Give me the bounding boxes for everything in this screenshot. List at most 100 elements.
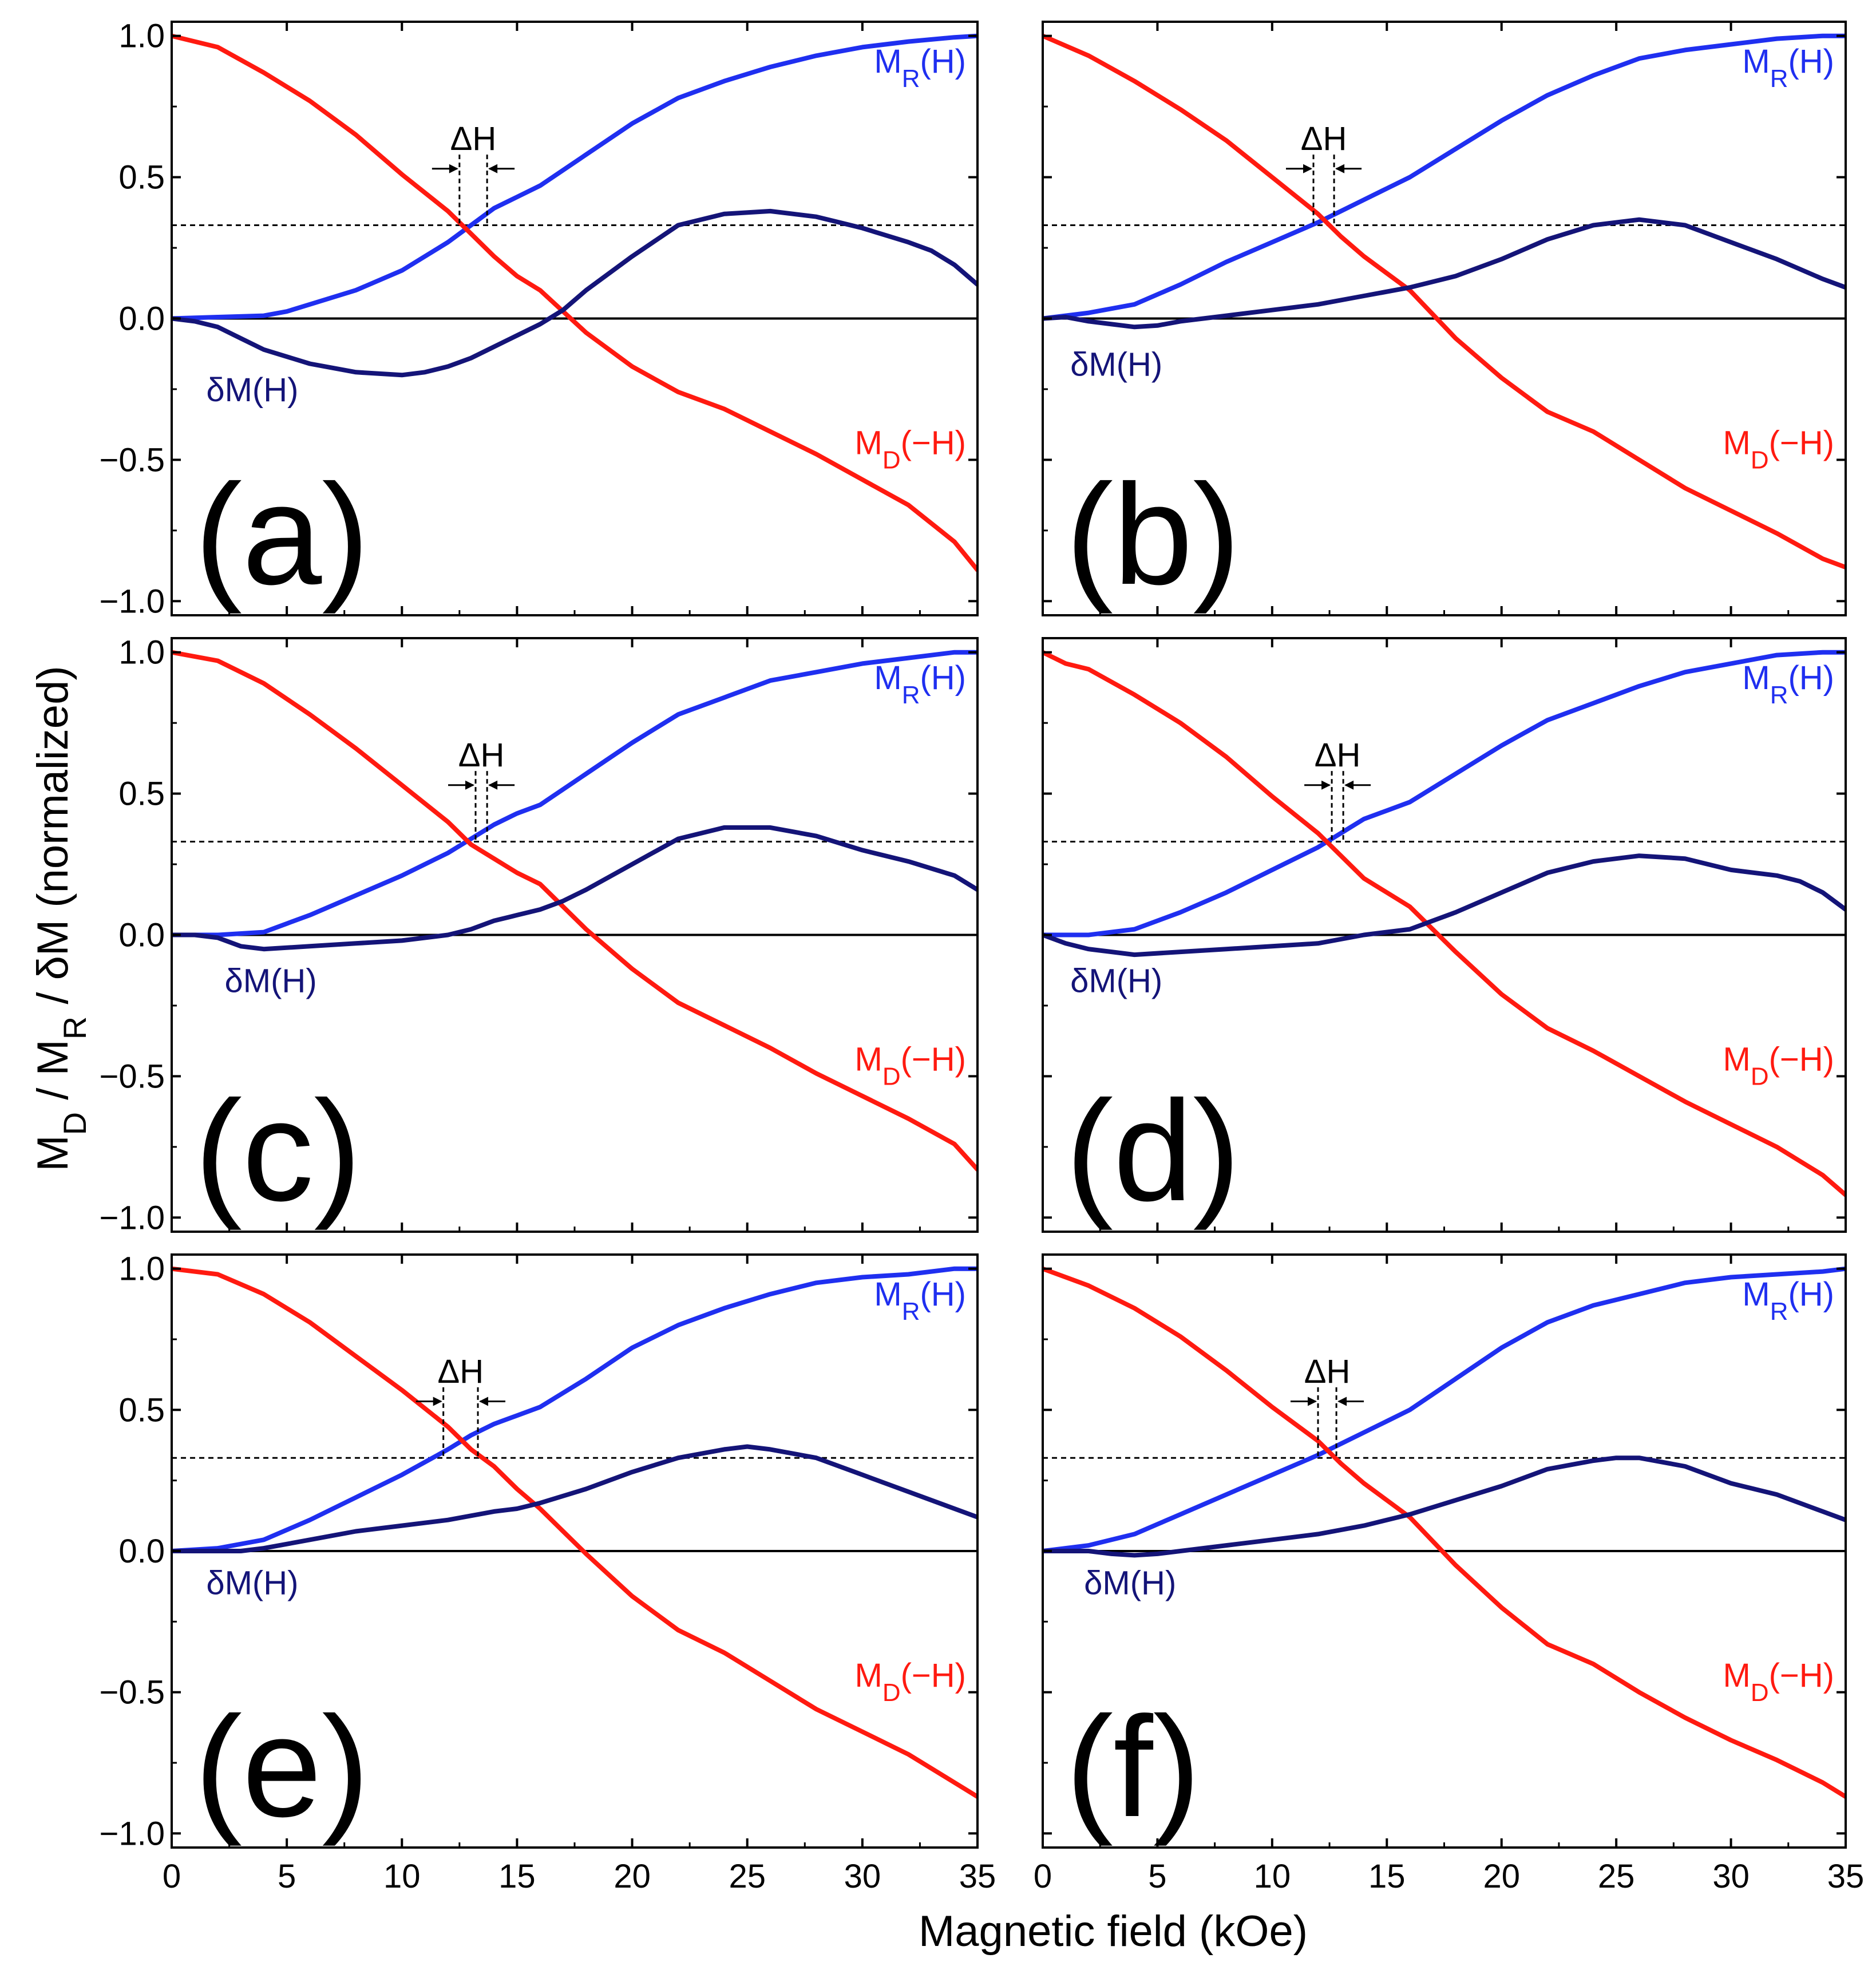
mr-curve-label: MR(H) [874,43,966,93]
series-line [172,33,977,321]
delta-h-arrowhead-left [1321,780,1331,790]
y-tick-label: 0.5 [118,776,165,813]
y-tick-label: −0.5 [100,1674,165,1711]
mr-curve-label: MR(H) [874,659,966,709]
y-tick-label: −0.5 [100,441,165,478]
delta-h-arrowhead-right [1335,164,1345,173]
x-tick-label: 15 [498,1858,536,1895]
x-tick-label: 20 [614,1858,651,1895]
delta-h-arrowhead-left [1308,1397,1317,1406]
delta-h-arrowhead-right [488,164,498,173]
y-tick-label: 0.5 [118,1391,165,1429]
x-tick-label: 35 [1827,1858,1865,1895]
mr-curve-label: MR(H) [874,1276,966,1326]
y-axis-title: MD / MR / δM (normalized) [29,666,93,1171]
x-tick-label: 30 [1712,1858,1750,1895]
series-line [1043,853,1846,958]
y-tick-label: 0.0 [118,917,165,954]
chart-panel: ΔH (d) MR(H) MD(−H) δM(H) [1042,637,1847,1233]
y-tick-label: −1.0 [100,1815,165,1852]
panel-label: (d) [1066,1071,1241,1231]
delta-h-label: ΔH [1315,737,1361,774]
delta-h-arrowhead-left [1303,164,1313,173]
series-line [172,1266,977,1553]
x-tick-label: 35 [959,1858,996,1895]
y-tick-label: 0.5 [118,159,165,196]
mr-curve-label: MR(H) [1742,659,1834,709]
y-tick-label: 1.0 [118,1251,165,1288]
series-line [172,1266,977,1799]
series-line [1043,1266,1846,1553]
x-tick-label: 10 [383,1858,421,1895]
y-tick-label: −1.0 [100,1199,165,1236]
panels: ΔH1.00.50.0−0.5−1.0 (a)MR(H)MD(−H)δM(H)ΔH… [100,18,1865,1895]
series-line [1043,1266,1846,1799]
x-tick-label: 25 [1598,1858,1635,1895]
dm-curve-label: δM(H) [206,371,298,409]
series-line [172,33,977,572]
x-tick-label: 15 [1368,1858,1406,1895]
x-tick-label: 5 [1148,1858,1166,1895]
delta-h-label: ΔH [1304,1353,1351,1390]
x-tick-label: 20 [1483,1858,1520,1895]
mr-curve-label: MR(H) [1742,1276,1834,1326]
y-tick-label: 0.0 [118,300,165,338]
delta-h-label: ΔH [438,1353,484,1390]
series-line [172,1444,977,1553]
md-curve-label: MD(−H) [1723,1041,1835,1091]
series-line [172,208,977,378]
chart-panel: ΔH (b) MR(H) MD(−H) δM(H) [1042,21,1847,616]
dm-curve-label: δM(H) [225,963,317,1000]
x-tick-label: 0 [1034,1858,1052,1895]
chart-panel: ΔH 0 5 10 15 20 25 30 35 (f) MR(H) MD(−H) δM(H) [1034,1253,1865,1895]
y-tick-label: 1.0 [118,18,165,55]
panel-label: (e) [195,1687,370,1846]
y-tick-label: 1.0 [118,634,165,671]
delta-h-arrowhead-left [465,780,475,790]
md-curve-label: MD(−H) [855,1657,967,1707]
dm-curve-label: δM(H) [1070,346,1162,383]
y-tick-label: −0.5 [100,1058,165,1095]
series-line [1043,650,1846,937]
delta-h-label: ΔH [458,737,505,774]
x-tick-label: 5 [278,1858,296,1895]
series-line [1043,1455,1846,1558]
y-tick-label: −1.0 [100,583,165,620]
delta-h-arrowhead-right [488,780,498,790]
panel-label: (b) [1066,454,1241,614]
delta-h-arrowhead-right [1344,780,1354,790]
series-line [1043,33,1846,570]
series-line [1043,650,1846,1197]
chart-panel: ΔH 1.0 0.5 0.0 −0.5 −1.0 (a) MR(H) MD(−H) δM(H) [100,18,979,620]
delta-h-label: ΔH [450,120,497,157]
x-tick-label: 0 [163,1858,181,1895]
chart-panel: ΔH 1.0 0.5 0.0 −0.5 −1.0 (c) MR(H) MD(−H) δM(H) [100,634,979,1236]
md-curve-label: MD(−H) [1723,425,1835,474]
series-line [172,650,977,1172]
md-curve-label: MD(−H) [855,425,967,474]
series-line [1043,33,1846,321]
chart-panel: ΔH 0 5 10 15 20 25 30 35 1.0 0.5 0.0 −0.5 −1.0 (e) MR(H… [100,1251,996,1895]
series-line [1043,217,1846,330]
delta-h-arrowhead-right [1337,1397,1347,1406]
y-tick-label: 0.0 [118,1533,165,1570]
x-tick-label: 25 [729,1858,766,1895]
md-curve-label: MD(−H) [855,1041,967,1091]
delta-h-arrowhead-right [479,1397,489,1406]
x-axis-title: Magnetic field (kOe) [919,1907,1308,1956]
panel-label: (a) [195,454,370,614]
x-tick-label: 30 [844,1858,881,1895]
dm-curve-label: δM(H) [1084,1564,1176,1601]
mr-curve-label: MR(H) [1742,43,1834,93]
delta-h-arrowhead-left [449,164,458,173]
series-line [172,825,977,952]
panel-label: (f) [1066,1687,1201,1846]
dm-curve-label: δM(H) [1070,963,1162,1000]
delta-h-arrowhead-left [433,1397,442,1406]
delta-h-label: ΔH [1301,120,1347,157]
series-line [172,650,977,937]
panel-label: (c) [195,1071,362,1231]
md-curve-label: MD(−H) [1723,1657,1835,1707]
dm-curve-label: δM(H) [206,1564,298,1601]
